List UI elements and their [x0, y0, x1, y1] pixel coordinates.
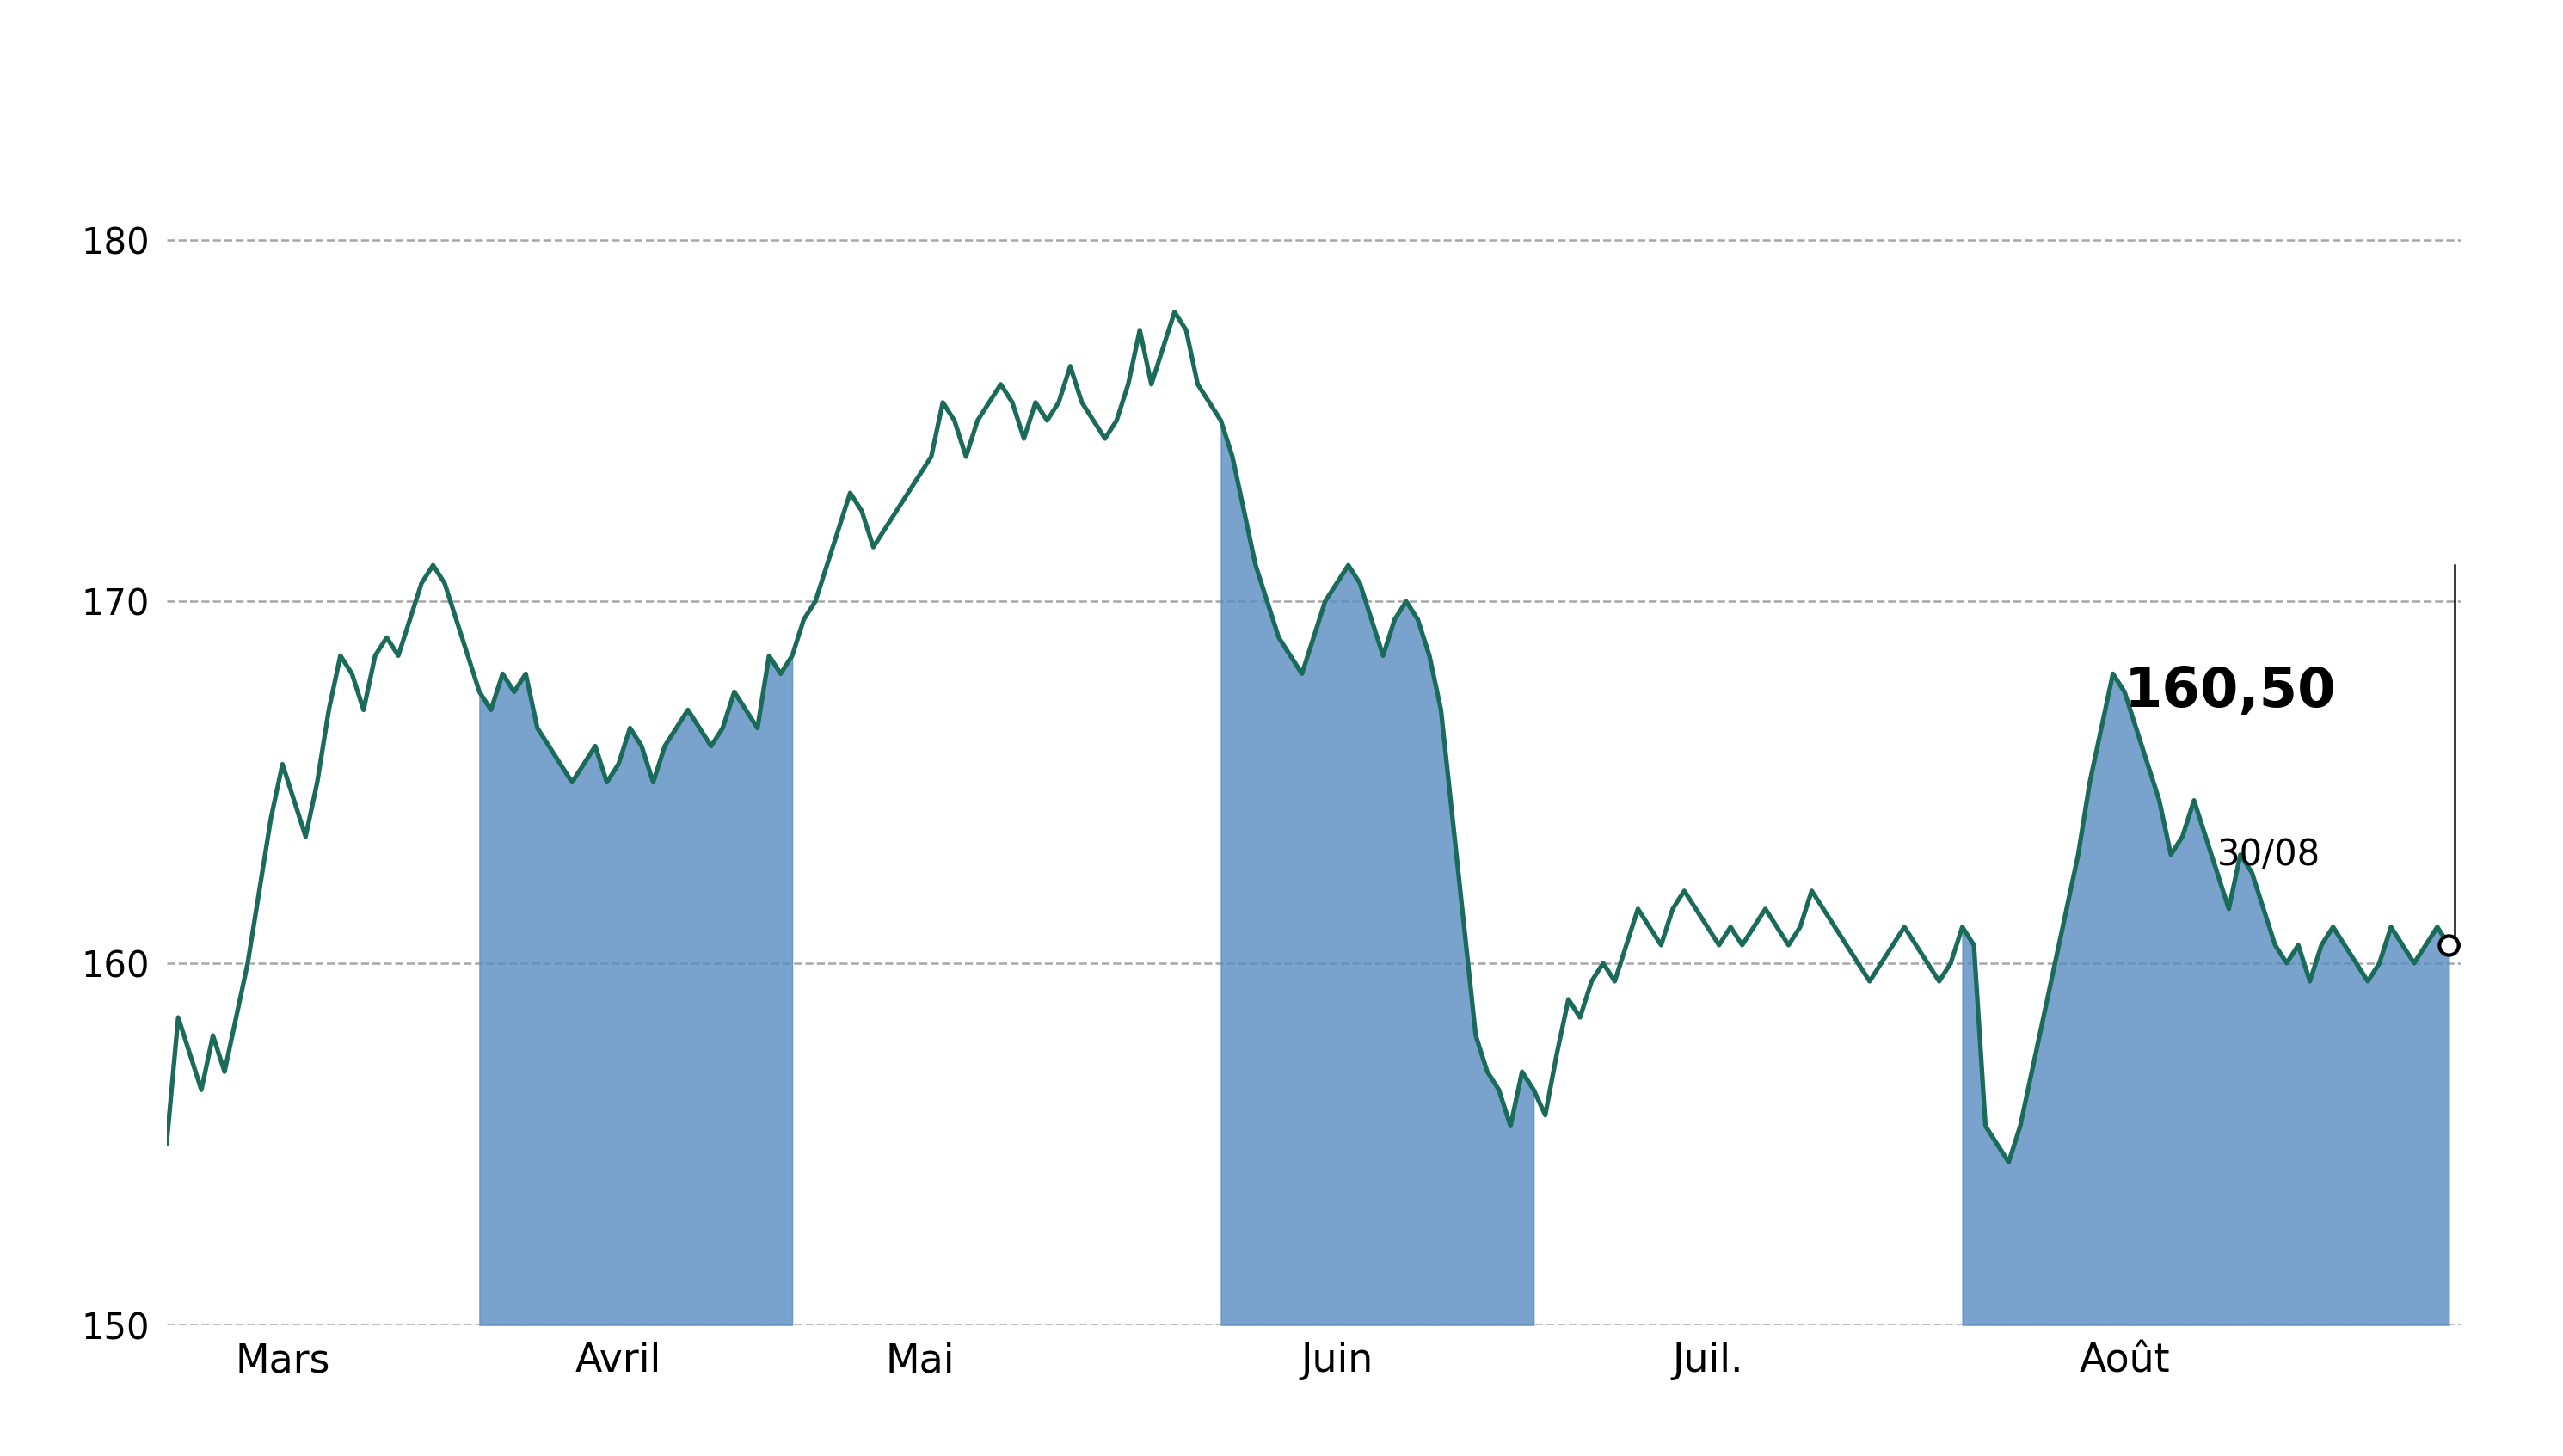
Text: 30/08: 30/08: [2217, 837, 2320, 872]
Text: TotalEnergiesGabon: TotalEnergiesGabon: [797, 25, 1766, 109]
Text: 160,50: 160,50: [2125, 665, 2337, 718]
